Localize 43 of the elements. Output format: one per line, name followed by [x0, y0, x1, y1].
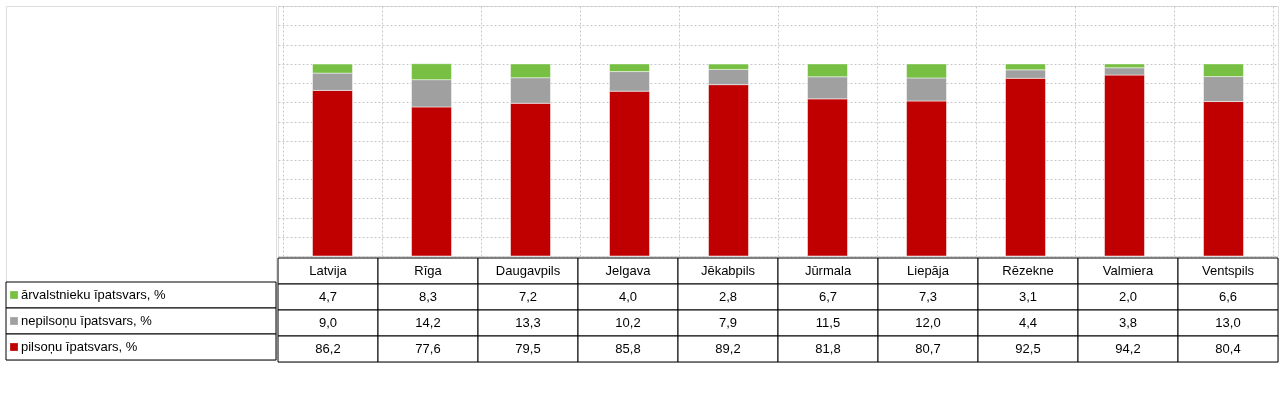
x-tick-label: Daugavpils	[495, 263, 561, 278]
data-label: 11,5	[815, 315, 841, 330]
data-label: 89,2	[715, 341, 741, 356]
data-label: 4,0	[618, 289, 638, 304]
data-label: 3,1	[1018, 289, 1038, 304]
data-label: 13,0	[1215, 315, 1241, 330]
x-tick-label: Rēzekne	[1002, 263, 1054, 278]
data-label: 94,2	[1115, 341, 1141, 356]
x-tick-label: Rīga	[414, 263, 443, 278]
legend-label: ārvalstnieku īpatsvars, %	[21, 287, 166, 302]
data-label: 92,5	[1015, 341, 1041, 356]
x-tick-label: Ventspils	[1201, 263, 1255, 278]
data-label: 86,2	[315, 341, 341, 356]
data-label: 10,2	[615, 315, 641, 330]
data-label: 77,6	[415, 341, 441, 356]
data-label: 2,0	[1118, 289, 1138, 304]
data-label: 81,8	[815, 341, 841, 356]
data-label: 80,4	[1215, 341, 1241, 356]
x-tick-label: Jēkabpils	[700, 263, 756, 278]
data-label: 85,8	[615, 341, 641, 356]
data-label: 79,5	[515, 341, 541, 356]
data-label: 7,3	[918, 289, 938, 304]
x-tick-label: Jūrmala	[804, 263, 852, 278]
data-label: 4,7	[318, 289, 338, 304]
x-tick-label: Latvija	[309, 263, 348, 278]
data-label: 7,2	[518, 289, 538, 304]
data-label: 80,7	[915, 341, 941, 356]
data-label: 6,7	[818, 289, 838, 304]
data-label: 6,6	[1218, 289, 1238, 304]
data-label: 2,8	[718, 289, 738, 304]
legend-label: pilsoņu īpatsvars, %	[21, 339, 138, 354]
data-label: 13,3	[515, 315, 541, 330]
data-label: 14,2	[415, 315, 441, 330]
data-label: 7,9	[718, 315, 738, 330]
legend-label: nepilsoņu īpatsvars, %	[21, 313, 153, 328]
data-label: 3,8	[1118, 315, 1138, 330]
x-tick-label: Jelgava	[605, 263, 652, 278]
x-tick-label: Valmiera	[1102, 263, 1154, 278]
data-label: 4,4	[1018, 315, 1038, 330]
data-label: 8,3	[418, 289, 438, 304]
x-tick-label: Liepāja	[907, 263, 950, 278]
data-label: 12,0	[915, 315, 941, 330]
data-label: 9,0	[318, 315, 338, 330]
